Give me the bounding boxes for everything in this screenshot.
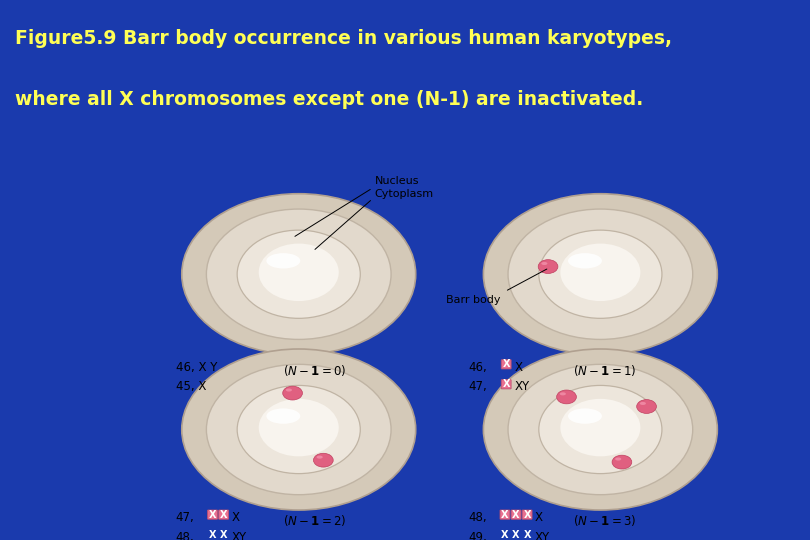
Text: Nucleus: Nucleus <box>374 176 419 186</box>
Ellipse shape <box>561 244 641 301</box>
Ellipse shape <box>283 386 302 400</box>
Text: X: X <box>502 379 510 389</box>
Ellipse shape <box>207 209 391 340</box>
Text: X: X <box>220 530 228 539</box>
Ellipse shape <box>556 390 577 404</box>
Text: XY: XY <box>535 531 550 540</box>
FancyBboxPatch shape <box>500 530 509 539</box>
Text: X: X <box>502 359 510 369</box>
Text: 48,: 48, <box>176 531 194 540</box>
Text: X: X <box>209 530 216 539</box>
Text: $(N-\mathbf{1}=3)$: $(N-\mathbf{1}=3)$ <box>573 513 636 528</box>
Text: 46, X Y: 46, X Y <box>176 361 217 374</box>
Ellipse shape <box>317 456 322 458</box>
Ellipse shape <box>561 399 641 456</box>
Ellipse shape <box>237 386 360 474</box>
Ellipse shape <box>539 230 662 319</box>
Text: X: X <box>501 510 509 519</box>
FancyBboxPatch shape <box>219 530 228 539</box>
Ellipse shape <box>258 244 339 301</box>
FancyBboxPatch shape <box>501 380 511 389</box>
Ellipse shape <box>568 253 602 268</box>
Text: X: X <box>220 510 228 519</box>
Ellipse shape <box>181 349 416 510</box>
Text: 46,: 46, <box>468 361 487 374</box>
Text: X: X <box>523 530 531 539</box>
Text: where all X chromosomes except one (N-1) are inactivated.: where all X chromosomes except one (N-1)… <box>15 90 643 110</box>
Ellipse shape <box>266 253 301 268</box>
Text: 48,: 48, <box>468 511 487 524</box>
FancyBboxPatch shape <box>207 510 217 519</box>
Ellipse shape <box>181 194 416 355</box>
FancyBboxPatch shape <box>500 510 509 519</box>
Text: 49,: 49, <box>468 531 487 540</box>
FancyBboxPatch shape <box>511 530 521 539</box>
Text: XY: XY <box>514 381 529 394</box>
Text: X: X <box>523 510 531 519</box>
FancyBboxPatch shape <box>522 510 532 519</box>
Text: X: X <box>535 511 543 524</box>
FancyBboxPatch shape <box>501 360 511 369</box>
Ellipse shape <box>568 408 602 424</box>
Text: XY: XY <box>232 531 247 540</box>
Ellipse shape <box>508 364 693 495</box>
Text: 45, X: 45, X <box>176 381 206 394</box>
Text: $(N-\mathbf{1}=0)$: $(N-\mathbf{1}=0)$ <box>284 363 347 378</box>
Ellipse shape <box>286 388 292 392</box>
Text: X: X <box>512 510 520 519</box>
Ellipse shape <box>258 399 339 456</box>
Ellipse shape <box>508 209 693 340</box>
Text: 47,: 47, <box>176 511 194 524</box>
Text: X: X <box>501 530 509 539</box>
Ellipse shape <box>541 262 548 265</box>
Text: Figure5.9 Barr body occurrence in various human karyotypes,: Figure5.9 Barr body occurrence in variou… <box>15 29 671 48</box>
Ellipse shape <box>538 260 558 273</box>
Ellipse shape <box>313 453 333 467</box>
Text: X: X <box>514 361 522 374</box>
FancyBboxPatch shape <box>511 510 521 519</box>
Ellipse shape <box>207 364 391 495</box>
FancyBboxPatch shape <box>219 510 228 519</box>
Text: X: X <box>512 530 520 539</box>
Text: $(N-\mathbf{1}=1)$: $(N-\mathbf{1}=1)$ <box>573 363 636 378</box>
FancyBboxPatch shape <box>522 530 532 539</box>
Ellipse shape <box>615 457 621 461</box>
Ellipse shape <box>612 455 632 469</box>
Text: 47,: 47, <box>468 381 487 394</box>
FancyBboxPatch shape <box>207 530 217 539</box>
Text: $(N-\mathbf{1}=2)$: $(N-\mathbf{1}=2)$ <box>284 513 347 528</box>
Text: Cytoplasm: Cytoplasm <box>374 188 433 199</box>
Ellipse shape <box>484 194 718 355</box>
Ellipse shape <box>484 349 718 510</box>
Ellipse shape <box>237 230 360 319</box>
Ellipse shape <box>560 393 566 395</box>
Text: Barr body: Barr body <box>446 295 501 305</box>
Text: X: X <box>209 510 216 519</box>
Ellipse shape <box>266 408 301 424</box>
Ellipse shape <box>539 386 662 474</box>
Ellipse shape <box>640 402 646 405</box>
Ellipse shape <box>637 400 656 414</box>
Text: X: X <box>232 511 240 524</box>
